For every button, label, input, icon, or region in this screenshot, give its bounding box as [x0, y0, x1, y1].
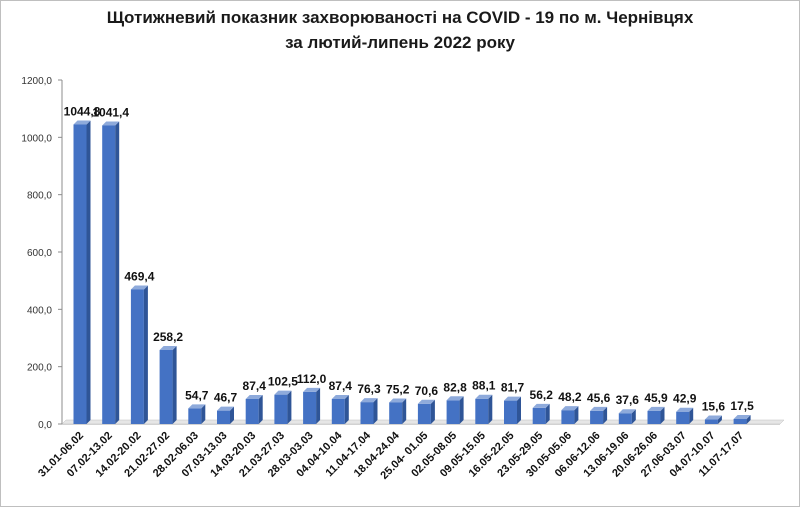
- data-label: 75,2: [386, 382, 410, 396]
- data-label: 102,5: [268, 375, 298, 389]
- bar: [676, 407, 694, 424]
- data-label: 81,7: [501, 381, 525, 395]
- data-label: 87,4: [243, 379, 267, 393]
- data-label: 45,6: [587, 391, 611, 405]
- bar: [303, 387, 321, 424]
- bar: [417, 399, 435, 424]
- data-label: 1041,4: [92, 105, 129, 119]
- data-label: 76,3: [357, 382, 381, 396]
- data-label: 46,7: [214, 391, 238, 405]
- data-label: 56,2: [530, 388, 554, 402]
- bar: [532, 403, 550, 424]
- chart-title: Щотижневий показник захворюваності на CO…: [106, 8, 694, 27]
- data-label: 17,5: [730, 399, 754, 413]
- y-tick-label: 1000,0: [21, 133, 52, 144]
- y-tick-label: 0,0: [38, 420, 52, 431]
- bar: [217, 406, 234, 424]
- data-label: 258,2: [153, 330, 183, 344]
- bar: [618, 409, 636, 424]
- bar: [475, 394, 493, 424]
- data-label: 88,1: [472, 379, 496, 393]
- chart-subtitle: за лютий-липень 2022 року: [285, 33, 515, 52]
- category-labels: 31.01-06.0207.02-13.0214.02-20.0221.02-2…: [36, 429, 746, 482]
- y-tick-label: 400,0: [27, 305, 52, 316]
- y-tick-label: 1200,0: [21, 76, 52, 87]
- bar: [102, 121, 120, 424]
- bar: [647, 406, 665, 424]
- bar: [188, 404, 206, 424]
- y-tick-label: 200,0: [27, 363, 52, 374]
- bar: [360, 398, 378, 424]
- y-tick-label: 600,0: [27, 248, 52, 259]
- bar: [504, 396, 521, 424]
- data-label: 112,0: [297, 372, 327, 386]
- chart-bars: [73, 120, 751, 425]
- data-label: 469,4: [124, 269, 154, 283]
- data-label: 54,7: [185, 388, 209, 402]
- data-label: 70,6: [415, 384, 439, 398]
- data-label: 82,8: [443, 380, 467, 394]
- bar: [590, 406, 608, 424]
- bar: [159, 345, 177, 424]
- bar: [274, 390, 292, 424]
- data-label: 37,6: [616, 393, 640, 407]
- data-label: 48,2: [558, 390, 582, 404]
- bar: [73, 120, 91, 425]
- data-label: 42,9: [673, 392, 697, 406]
- data-label: 15,6: [702, 400, 726, 414]
- bar: [245, 394, 263, 424]
- data-label: 45,9: [644, 391, 668, 405]
- y-tick-label: 800,0: [27, 191, 52, 202]
- bar: [733, 414, 751, 424]
- data-label: 1044,8: [64, 104, 101, 118]
- data-label: 87,4: [329, 379, 353, 393]
- bar: [389, 398, 407, 424]
- bar: [561, 406, 579, 424]
- bar: [704, 415, 722, 424]
- bar: [331, 394, 349, 424]
- bar: [446, 396, 464, 424]
- bar: [130, 285, 148, 424]
